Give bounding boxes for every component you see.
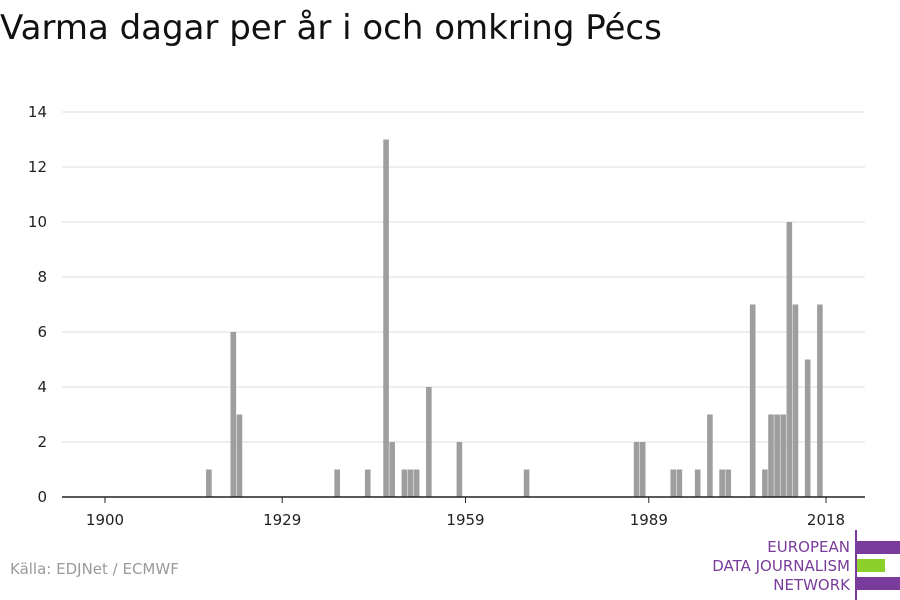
bar (676, 469, 683, 497)
bar (694, 469, 701, 497)
bar (786, 222, 793, 497)
bar (383, 139, 389, 497)
logo-bar-middle (857, 559, 885, 572)
bar (523, 469, 530, 497)
bar (456, 442, 463, 497)
bar (817, 304, 823, 497)
y-tick-label: 8 (37, 268, 47, 286)
bar (426, 387, 432, 497)
bar (236, 414, 243, 497)
x-tick-label: 1900 (86, 511, 124, 529)
bar (804, 359, 811, 497)
bar (768, 414, 774, 497)
bar (749, 304, 756, 497)
logo-line-1: EUROPEAN (767, 538, 850, 556)
y-tick-label: 6 (37, 323, 47, 341)
bar (792, 304, 799, 497)
bar (401, 469, 408, 497)
bar (639, 442, 646, 497)
y-tick-label: 12 (28, 158, 47, 176)
bar (707, 414, 713, 497)
logo-bar-top (857, 541, 900, 554)
bar (633, 442, 640, 497)
bar (762, 469, 768, 497)
source-note: Källa: EDJNet / ECMWF (10, 560, 179, 578)
bar (407, 469, 414, 497)
logo-bar-bottom (857, 577, 900, 590)
bar (364, 469, 371, 497)
bar (230, 332, 237, 497)
x-tick-label: 1959 (446, 511, 484, 529)
y-tick-label: 2 (37, 433, 47, 451)
logo-line-3: NETWORK (773, 576, 850, 594)
logo-rule (855, 530, 857, 600)
logo-line-2: DATA JOURNALISM (712, 557, 850, 575)
bar (413, 469, 420, 497)
y-tick-label: 0 (37, 488, 47, 506)
y-tick-label: 10 (28, 213, 47, 231)
bar (334, 469, 340, 497)
bar (719, 469, 725, 497)
bar (389, 442, 395, 497)
y-tick-label: 4 (37, 378, 47, 396)
bar (780, 414, 787, 497)
bar (774, 414, 780, 497)
x-tick-label: 2018 (807, 511, 845, 529)
bar (725, 469, 732, 497)
edjnet-logo: EUROPEAN DATA JOURNALISM NETWORK (700, 530, 900, 600)
bar (670, 469, 677, 497)
x-tick-label: 1929 (263, 511, 301, 529)
x-tick-label: 1989 (630, 511, 668, 529)
bar (206, 469, 212, 497)
y-tick-label: 14 (28, 103, 47, 121)
chart-title: Varma dagar per år i och omkring Pécs (0, 8, 662, 48)
